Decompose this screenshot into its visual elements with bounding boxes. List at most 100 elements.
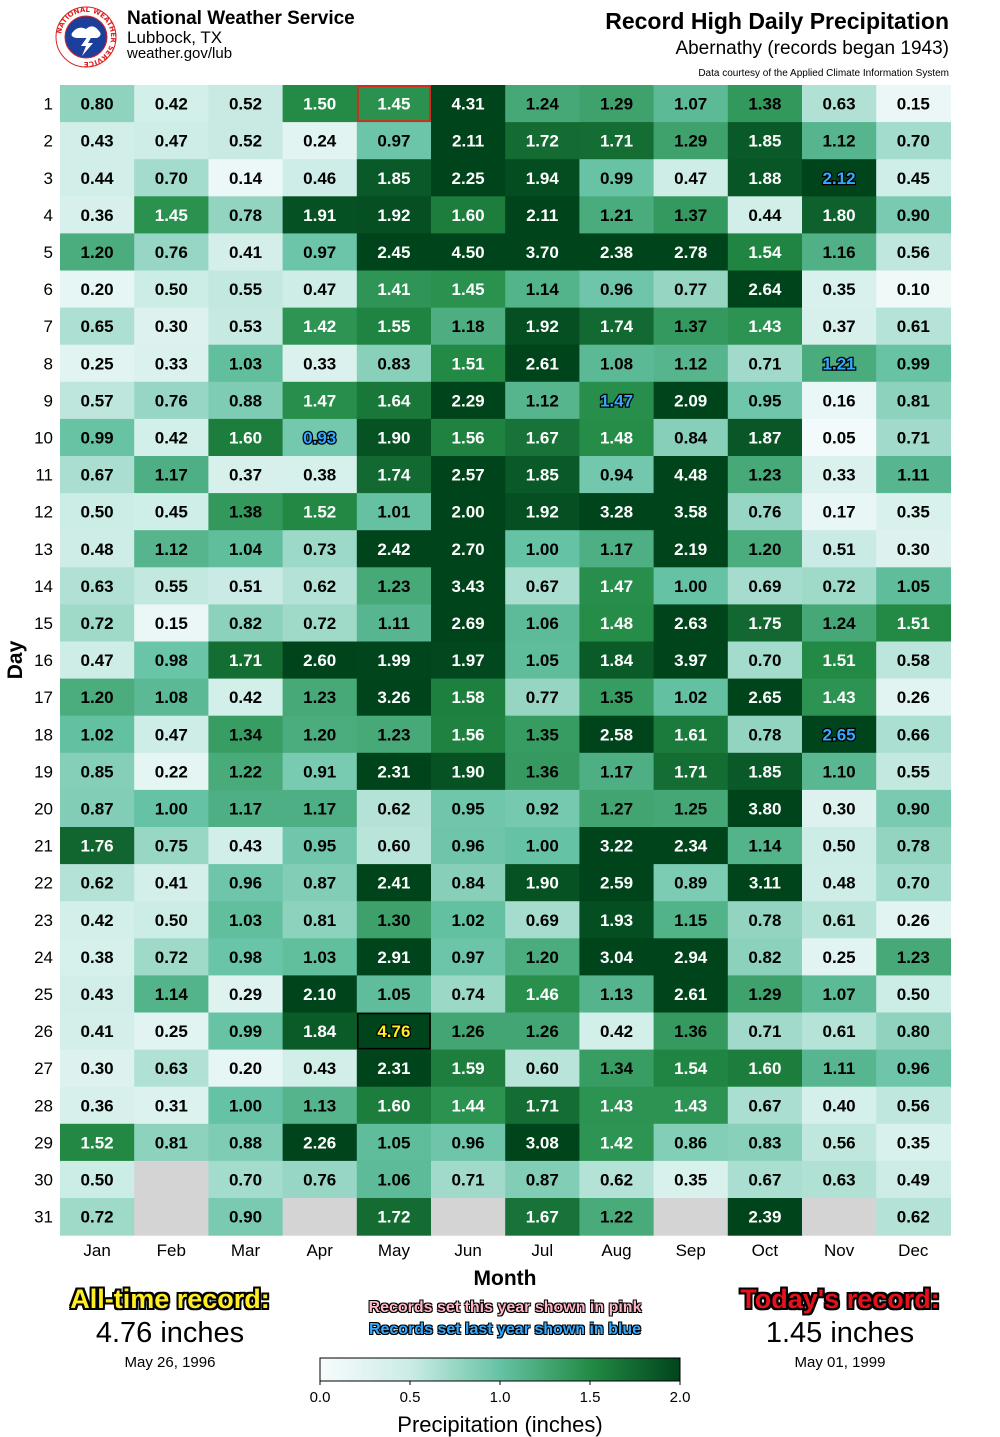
cell-value-label: 2.65 bbox=[748, 688, 781, 707]
cell-value-label: 0.78 bbox=[229, 206, 262, 225]
cell-value-label: 1.43 bbox=[674, 1096, 707, 1115]
day-tick-label: 25 bbox=[34, 985, 53, 1004]
cell-value-label: 0.88 bbox=[229, 391, 262, 410]
cell-value-label: 0.15 bbox=[897, 95, 930, 114]
day-tick-label: 16 bbox=[34, 651, 53, 670]
cell-value-label: 1.34 bbox=[600, 1059, 634, 1078]
heatmap-cell bbox=[876, 344, 951, 383]
cell-value-label: 1.56 bbox=[452, 428, 485, 447]
cell-value-label: 1.30 bbox=[377, 911, 410, 930]
heatmap-cell bbox=[727, 418, 803, 457]
day-tick-label: 14 bbox=[34, 577, 53, 596]
heatmap-cell bbox=[208, 1012, 284, 1051]
heatmap-cell bbox=[505, 381, 580, 420]
cell-value-label: 2.25 bbox=[452, 169, 485, 188]
cell-value-label: 2.61 bbox=[674, 985, 707, 1004]
day-tick-label: 6 bbox=[44, 280, 53, 299]
heatmap-cell bbox=[282, 344, 358, 383]
cell-value-label: 0.17 bbox=[823, 503, 856, 522]
heatmap-cell bbox=[60, 864, 135, 902]
cell-value-label: 0.84 bbox=[452, 874, 486, 893]
missing-cell bbox=[282, 1198, 358, 1236]
heatmap-cell bbox=[802, 678, 877, 717]
colorbar-tick-label: 0.0 bbox=[310, 1389, 331, 1406]
heatmap-cell bbox=[356, 1160, 432, 1199]
heatmap-cell bbox=[876, 233, 951, 272]
heatmap-cell bbox=[876, 381, 951, 420]
cell-value-label: 1.75 bbox=[748, 614, 781, 633]
cell-value-label: 0.10 bbox=[897, 280, 930, 299]
heatmap-cell bbox=[431, 678, 506, 717]
cell-value-label: 0.45 bbox=[897, 169, 930, 188]
cell-value-label: 1.10 bbox=[823, 762, 856, 781]
heatmap-cell bbox=[431, 493, 506, 531]
heatmap-cell bbox=[579, 604, 655, 643]
heatmap-cell bbox=[727, 159, 803, 197]
heatmap-cell bbox=[802, 493, 877, 531]
cell-value-label: 1.17 bbox=[303, 799, 336, 818]
heatmap-cell bbox=[134, 233, 209, 272]
cell-value-label: 0.72 bbox=[81, 614, 114, 633]
heatmap-cell bbox=[505, 456, 580, 494]
heatmap-cell bbox=[282, 418, 358, 457]
cell-value-label: 0.99 bbox=[229, 1022, 262, 1041]
cell-value-label: 2.45 bbox=[377, 243, 410, 262]
cell-value-label: 0.78 bbox=[748, 911, 781, 930]
heatmap-cell bbox=[505, 159, 580, 197]
cell-value-label: 0.33 bbox=[303, 354, 336, 373]
heatmap-cell bbox=[653, 827, 729, 865]
cell-value-label: 1.35 bbox=[526, 725, 559, 744]
missing-cell bbox=[653, 1198, 729, 1236]
heatmap-cell bbox=[431, 159, 506, 197]
heatmap-cell bbox=[802, 1123, 877, 1162]
cell-value-label: 0.25 bbox=[155, 1022, 188, 1041]
cell-value-label: 3.28 bbox=[600, 503, 633, 522]
month-tick-label: Oct bbox=[752, 1241, 779, 1260]
cell-value-label: 1.52 bbox=[303, 503, 336, 522]
month-tick-label: Jun bbox=[454, 1241, 481, 1260]
heatmap-cell bbox=[60, 159, 135, 197]
cell-value-label: 2.70 bbox=[452, 540, 485, 559]
heatmap-cell bbox=[134, 122, 209, 160]
heatmap-cell bbox=[134, 530, 209, 568]
heatmap-cell bbox=[727, 122, 803, 160]
heatmap-cell bbox=[431, 344, 506, 383]
cell-value-label: 0.96 bbox=[600, 280, 633, 299]
heatmap-cell bbox=[60, 1123, 135, 1162]
alltime-highlight bbox=[357, 1012, 431, 1050]
cell-value-label: 1.07 bbox=[674, 95, 707, 114]
heatmap-cell bbox=[282, 122, 358, 160]
heatmap-cell bbox=[653, 233, 729, 272]
heatmap-cell bbox=[579, 233, 655, 272]
heatmap-cell bbox=[653, 975, 729, 1014]
heatmap-cell bbox=[579, 381, 655, 420]
heatmap-cell bbox=[802, 938, 877, 976]
heatmap-cell bbox=[876, 715, 951, 754]
cell-value-label: 0.25 bbox=[81, 354, 114, 373]
org-url[interactable]: weather.gov/lub bbox=[127, 45, 233, 62]
cell-value-label: 1.17 bbox=[229, 799, 262, 818]
cell-value-label: 1.50 bbox=[303, 95, 336, 114]
heatmap-cell bbox=[802, 233, 877, 272]
cell-value-label: 2.34 bbox=[674, 837, 708, 856]
note-this-year: Records set this year shown in pink bbox=[368, 1299, 642, 1316]
heatmap-cell bbox=[876, 1049, 951, 1088]
heatmap-cell bbox=[60, 641, 135, 680]
heatmap-cell bbox=[802, 827, 877, 865]
heatmap-cell bbox=[653, 530, 729, 568]
cell-value-label: 0.47 bbox=[81, 651, 114, 670]
month-tick-label: Aug bbox=[601, 1241, 631, 1260]
heatmap-cell bbox=[60, 938, 135, 976]
cell-value-label: 1.07 bbox=[823, 985, 856, 1004]
heatmap-cell bbox=[727, 196, 803, 234]
heatmap-cell bbox=[134, 789, 209, 828]
heatmap-cell bbox=[60, 1012, 135, 1051]
heatmap-cell bbox=[653, 1123, 729, 1162]
cell-value-label: 1.03 bbox=[229, 911, 262, 930]
heatmap-cell bbox=[579, 493, 655, 531]
source-note: Data courtesy of the Applied Climate Inf… bbox=[698, 68, 949, 79]
heatmap-cell bbox=[505, 604, 580, 643]
heatmap-cell bbox=[134, 827, 209, 865]
heatmap-cell bbox=[505, 938, 580, 976]
heatmap-cell bbox=[505, 975, 580, 1014]
